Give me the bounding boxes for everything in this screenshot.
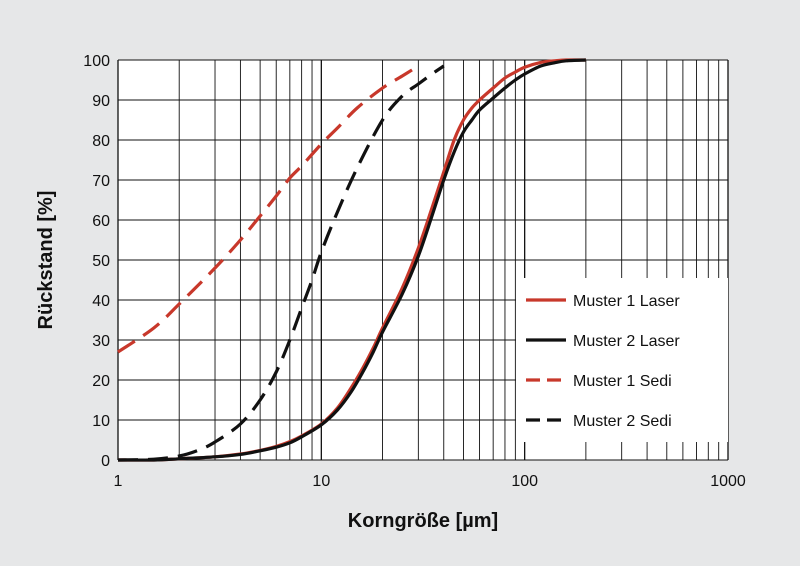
y-tick-label: 100	[83, 53, 110, 70]
x-tick-label: 100	[511, 473, 538, 490]
legend-label-muster-2-laser: Muster 2 Laser	[573, 333, 680, 350]
y-axis-label: Rückstand [%]	[35, 191, 57, 330]
y-tick-label: 0	[101, 453, 110, 470]
y-tick-label: 20	[92, 373, 110, 390]
series-line-muster-1-sedi	[117, 64, 420, 354]
y-tick-label: 10	[92, 413, 110, 430]
x-axis-label: Korngröße [µm]	[348, 510, 498, 532]
legend-box	[516, 278, 728, 442]
y-tick-labels: 0 10 20 30 40 50 60 70 80 90 100	[83, 53, 110, 470]
y-tick-label: 90	[92, 93, 110, 110]
series-line-muster-2-laser	[117, 58, 586, 462]
series-group	[117, 58, 586, 462]
legend-label-muster-1-laser: Muster 1 Laser	[573, 293, 680, 310]
legend: Muster 1 Laser Muster 2 Laser Muster 1 Sed…	[516, 278, 728, 442]
x-tick-label: 10	[312, 473, 330, 490]
legend-label-muster-1-sedi: Muster 1 Sedi	[573, 373, 672, 390]
legend-label-muster-2-sedi: Muster 2 Sedi	[573, 413, 672, 430]
series-line-muster-2-sedi	[117, 64, 445, 462]
y-tick-label: 60	[92, 213, 110, 230]
y-tick-label: 50	[92, 253, 110, 270]
y-tick-label: 70	[92, 173, 110, 190]
y-tick-label: 80	[92, 133, 110, 150]
y-tick-label: 30	[92, 333, 110, 350]
x-tick-labels: 1 10 100 1000	[114, 473, 746, 490]
y-tick-label: 40	[92, 293, 110, 310]
x-tick-label: 1000	[710, 473, 746, 490]
x-tick-label: 1	[114, 473, 123, 490]
